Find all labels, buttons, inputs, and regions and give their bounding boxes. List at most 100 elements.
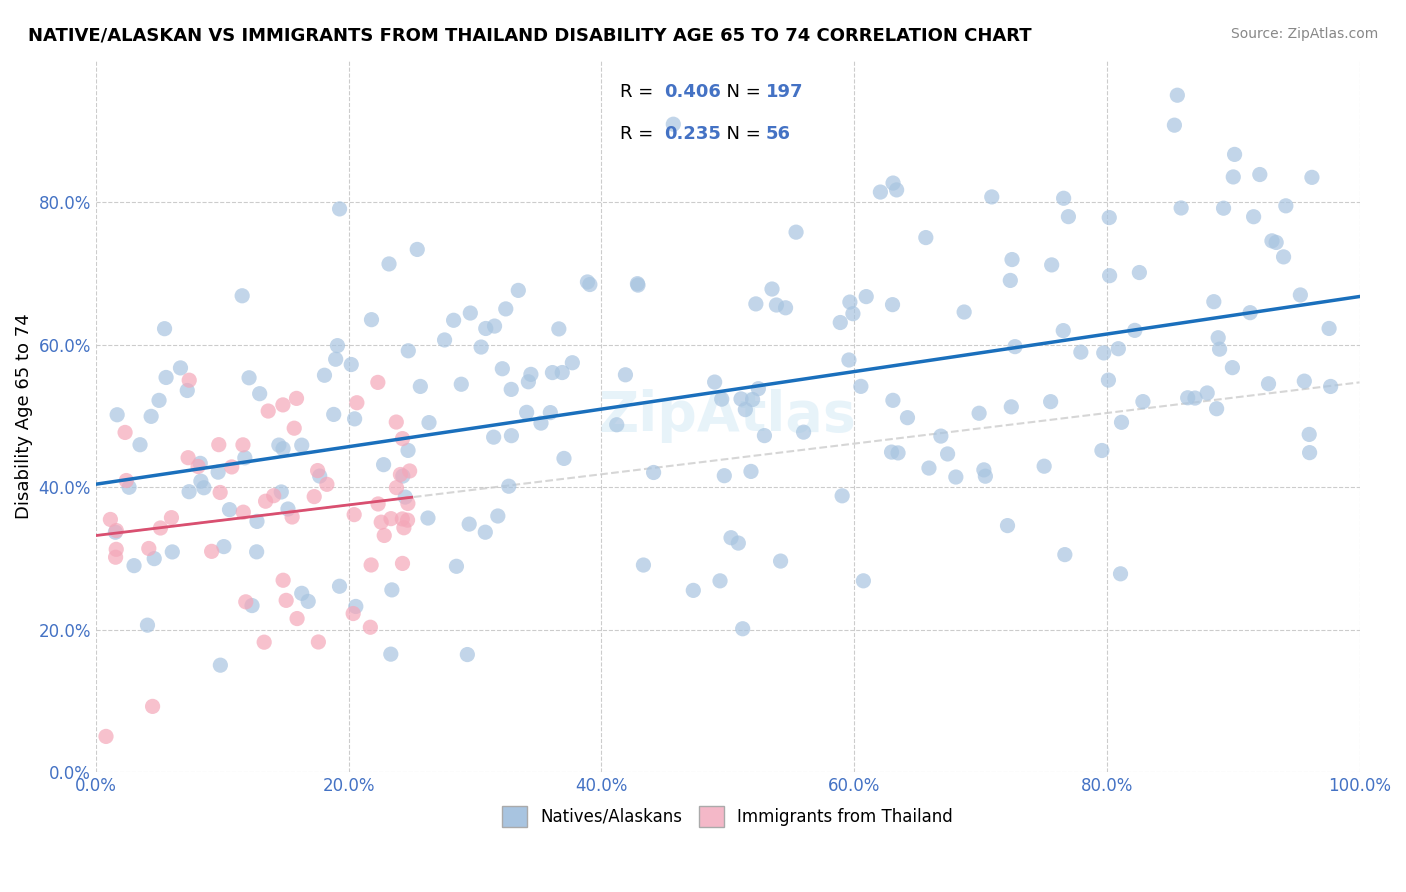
Point [1123, 323, 1146, 337]
Point [974, 469, 997, 483]
Point [775, 301, 797, 315]
Point [1184, 391, 1206, 405]
Point [470, 340, 492, 354]
Point [418, 416, 440, 430]
Point [308, 469, 330, 483]
Point [385, 481, 408, 495]
Point [114, 425, 136, 440]
Point [1202, 294, 1225, 309]
Point [682, 583, 704, 598]
Point [343, 412, 366, 426]
Point [177, 450, 200, 465]
Text: 0.235: 0.235 [665, 126, 721, 144]
Point [747, 382, 769, 396]
Point [1275, 199, 1298, 213]
Point [1298, 445, 1320, 459]
Point [138, 541, 160, 556]
Point [389, 467, 412, 482]
Point [433, 333, 456, 347]
Point [508, 284, 530, 298]
Point [1294, 374, 1316, 388]
Point [517, 375, 540, 389]
Point [945, 470, 967, 484]
Text: N =: N = [716, 126, 766, 144]
Point [1206, 331, 1229, 345]
Point [754, 428, 776, 442]
Point [579, 277, 602, 292]
Point [761, 282, 783, 296]
Point [838, 295, 860, 310]
Point [209, 485, 232, 500]
Point [1177, 391, 1199, 405]
Text: 56: 56 [766, 126, 790, 144]
Point [882, 176, 904, 190]
Point [316, 477, 339, 491]
Point [1197, 386, 1219, 401]
Point [1239, 306, 1261, 320]
Point [398, 464, 420, 478]
Point [104, 550, 127, 565]
Point [838, 353, 860, 368]
Point [271, 442, 294, 456]
Point [149, 521, 172, 535]
Point [713, 468, 735, 483]
Point [765, 298, 787, 312]
Point [914, 230, 936, 244]
Point [142, 699, 165, 714]
Point [1257, 376, 1279, 391]
Point [373, 528, 395, 542]
Point [886, 183, 908, 197]
Point [997, 518, 1019, 533]
Point [1000, 273, 1022, 287]
Point [329, 202, 352, 216]
Text: R =: R = [620, 83, 659, 101]
Point [484, 319, 506, 334]
Point [406, 243, 429, 257]
Point [1289, 288, 1312, 302]
Point [1109, 566, 1132, 581]
Point [967, 406, 990, 420]
Point [193, 481, 215, 495]
Point [190, 474, 212, 488]
Point [238, 371, 260, 385]
Point [396, 513, 419, 527]
Point [105, 524, 128, 538]
Point [179, 373, 201, 387]
Point [936, 447, 959, 461]
Point [1272, 250, 1295, 264]
Point [852, 574, 875, 588]
Text: NATIVE/ALASKAN VS IMMIGRANTS FROM THAILAND DISABILITY AGE 65 TO 74 CORRELATION C: NATIVE/ALASKAN VS IMMIGRANTS FROM THAILA… [28, 27, 1032, 45]
Point [118, 480, 141, 494]
Point [129, 438, 152, 452]
Point [187, 459, 209, 474]
Point [734, 402, 756, 417]
Point [176, 384, 198, 398]
Point [367, 376, 389, 390]
Point [1249, 168, 1271, 182]
Legend: Natives/Alaskans, Immigrants from Thailand: Natives/Alaskans, Immigrants from Thaila… [494, 798, 962, 835]
Point [271, 574, 294, 588]
Point [381, 582, 404, 597]
Text: ZipAtlas: ZipAtlas [599, 389, 856, 442]
Point [1166, 88, 1188, 103]
Point [212, 540, 235, 554]
Point [235, 595, 257, 609]
Point [307, 464, 329, 478]
Text: 0.406: 0.406 [665, 83, 721, 101]
Point [122, 558, 145, 573]
Point [100, 512, 122, 526]
Point [169, 360, 191, 375]
Point [1243, 210, 1265, 224]
Point [344, 599, 367, 614]
Point [297, 594, 319, 608]
Point [105, 542, 128, 557]
Point [396, 496, 419, 510]
Point [980, 190, 1002, 204]
Point [162, 545, 184, 559]
Point [263, 489, 285, 503]
Point [394, 490, 416, 504]
Point [486, 508, 509, 523]
Point [633, 558, 655, 572]
Point [1070, 345, 1092, 359]
Point [346, 395, 368, 409]
